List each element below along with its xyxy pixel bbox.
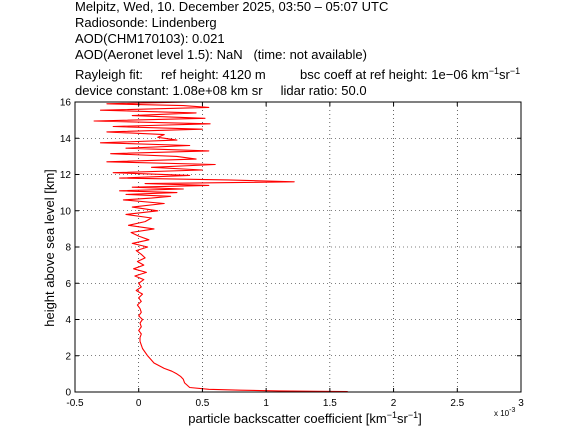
y-tick-label: 6 — [65, 279, 71, 290]
series-layer — [93, 101, 348, 393]
title-line-radiosonde: Radiosonde: Lindenberg — [75, 15, 217, 30]
x-multiplier: x 10-3 — [494, 407, 515, 418]
x-tick-label: 2.5 — [450, 398, 464, 409]
title-line-location: Melpitz, Wed, 10. December 2025, 03:50 –… — [75, 0, 389, 14]
x-tick-label: 3 — [518, 398, 524, 409]
y-tick-label: 2 — [65, 351, 71, 362]
x-tick-label: 0.5 — [195, 398, 209, 409]
title-line-aod-chm: AOD(CHM170103): 0.021 — [75, 31, 225, 46]
y-tick-label: 12 — [60, 170, 72, 181]
x-tick-label: -0.5 — [66, 398, 84, 409]
y-tick-label: 8 — [65, 243, 71, 254]
x-tick-label: 2 — [391, 398, 397, 409]
y-tick-label: 10 — [60, 206, 72, 217]
title-line-bsc-coeff: bsc coeff at ref height: 1e−06 km−1sr−1 — [300, 66, 521, 83]
y-tick-label: 4 — [65, 315, 71, 326]
y-axis-label: height above sea level [km] — [42, 169, 57, 327]
grid-lines — [75, 102, 521, 392]
y-tick-label: 16 — [60, 98, 72, 109]
x-tick-label: 1 — [263, 398, 269, 409]
title-line-device: device constant: 1.08e+08 km sr lidar ra… — [75, 83, 367, 98]
plot-frame — [74, 101, 522, 393]
x-tick-label: 0 — [136, 398, 142, 409]
x-axis-label: particle backscatter coefficient [km−1sr… — [188, 410, 421, 426]
backscatter-profile-line — [93, 101, 348, 393]
x-tick-label: 1.5 — [323, 398, 337, 409]
y-tick-label: 0 — [65, 388, 71, 399]
title-line-rayleigh: Rayleigh fit: ref height: 4120 m — [75, 67, 266, 82]
y-tick-label: 14 — [60, 134, 72, 145]
title-line-aod-aeronet: AOD(Aeronet level 1.5): NaN (time: not a… — [75, 47, 367, 62]
